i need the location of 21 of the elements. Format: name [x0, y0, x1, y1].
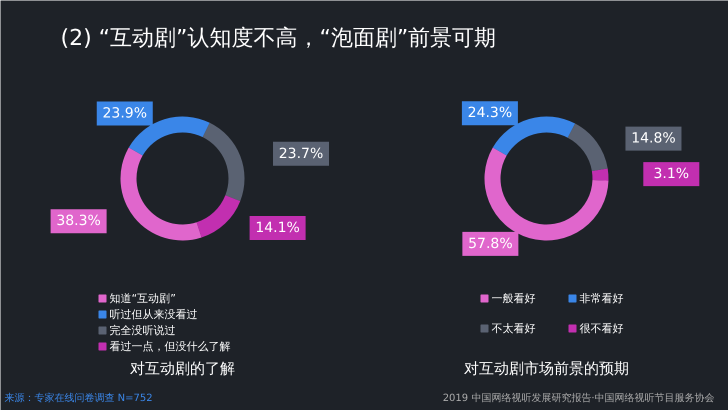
legend-label: 不太看好 [492, 322, 536, 335]
legend-label: 看过一点，但没什么了解 [110, 340, 230, 353]
data-label: 57.8% [468, 236, 513, 252]
legend-label: 知道“互动剧” [110, 292, 176, 305]
text: 2019 中国网络视听发展研究报告·中国网络视听节目服务协会 [442, 392, 715, 404]
legend-label: 很不看好 [580, 322, 624, 335]
data-label: 14.8% [631, 130, 676, 147]
legend-label: 非常看好 [580, 292, 624, 305]
legend-label: 一般看好 [492, 292, 536, 305]
text: 对互动剧的了解 [130, 360, 235, 378]
data-label: 3.1% [654, 166, 690, 182]
data-label: 14.1% [255, 220, 300, 236]
data-label: 23.9% [102, 105, 148, 122]
data-label: 38.3% [56, 213, 101, 230]
text: (2) “互动剧”认知度不高，“泡面剧”前景可期 [60, 26, 496, 51]
text: 对互动剧市场前景的预期 [464, 360, 629, 378]
legend-label: 完全没听说过 [110, 324, 176, 337]
source-note: 来源：专家在线问卷调查 N=752 [4, 392, 153, 404]
data-label: 24.3% [468, 105, 512, 122]
data-label: 23.7% [278, 146, 324, 162]
legend-label: 听过但从来没看过 [110, 308, 198, 321]
